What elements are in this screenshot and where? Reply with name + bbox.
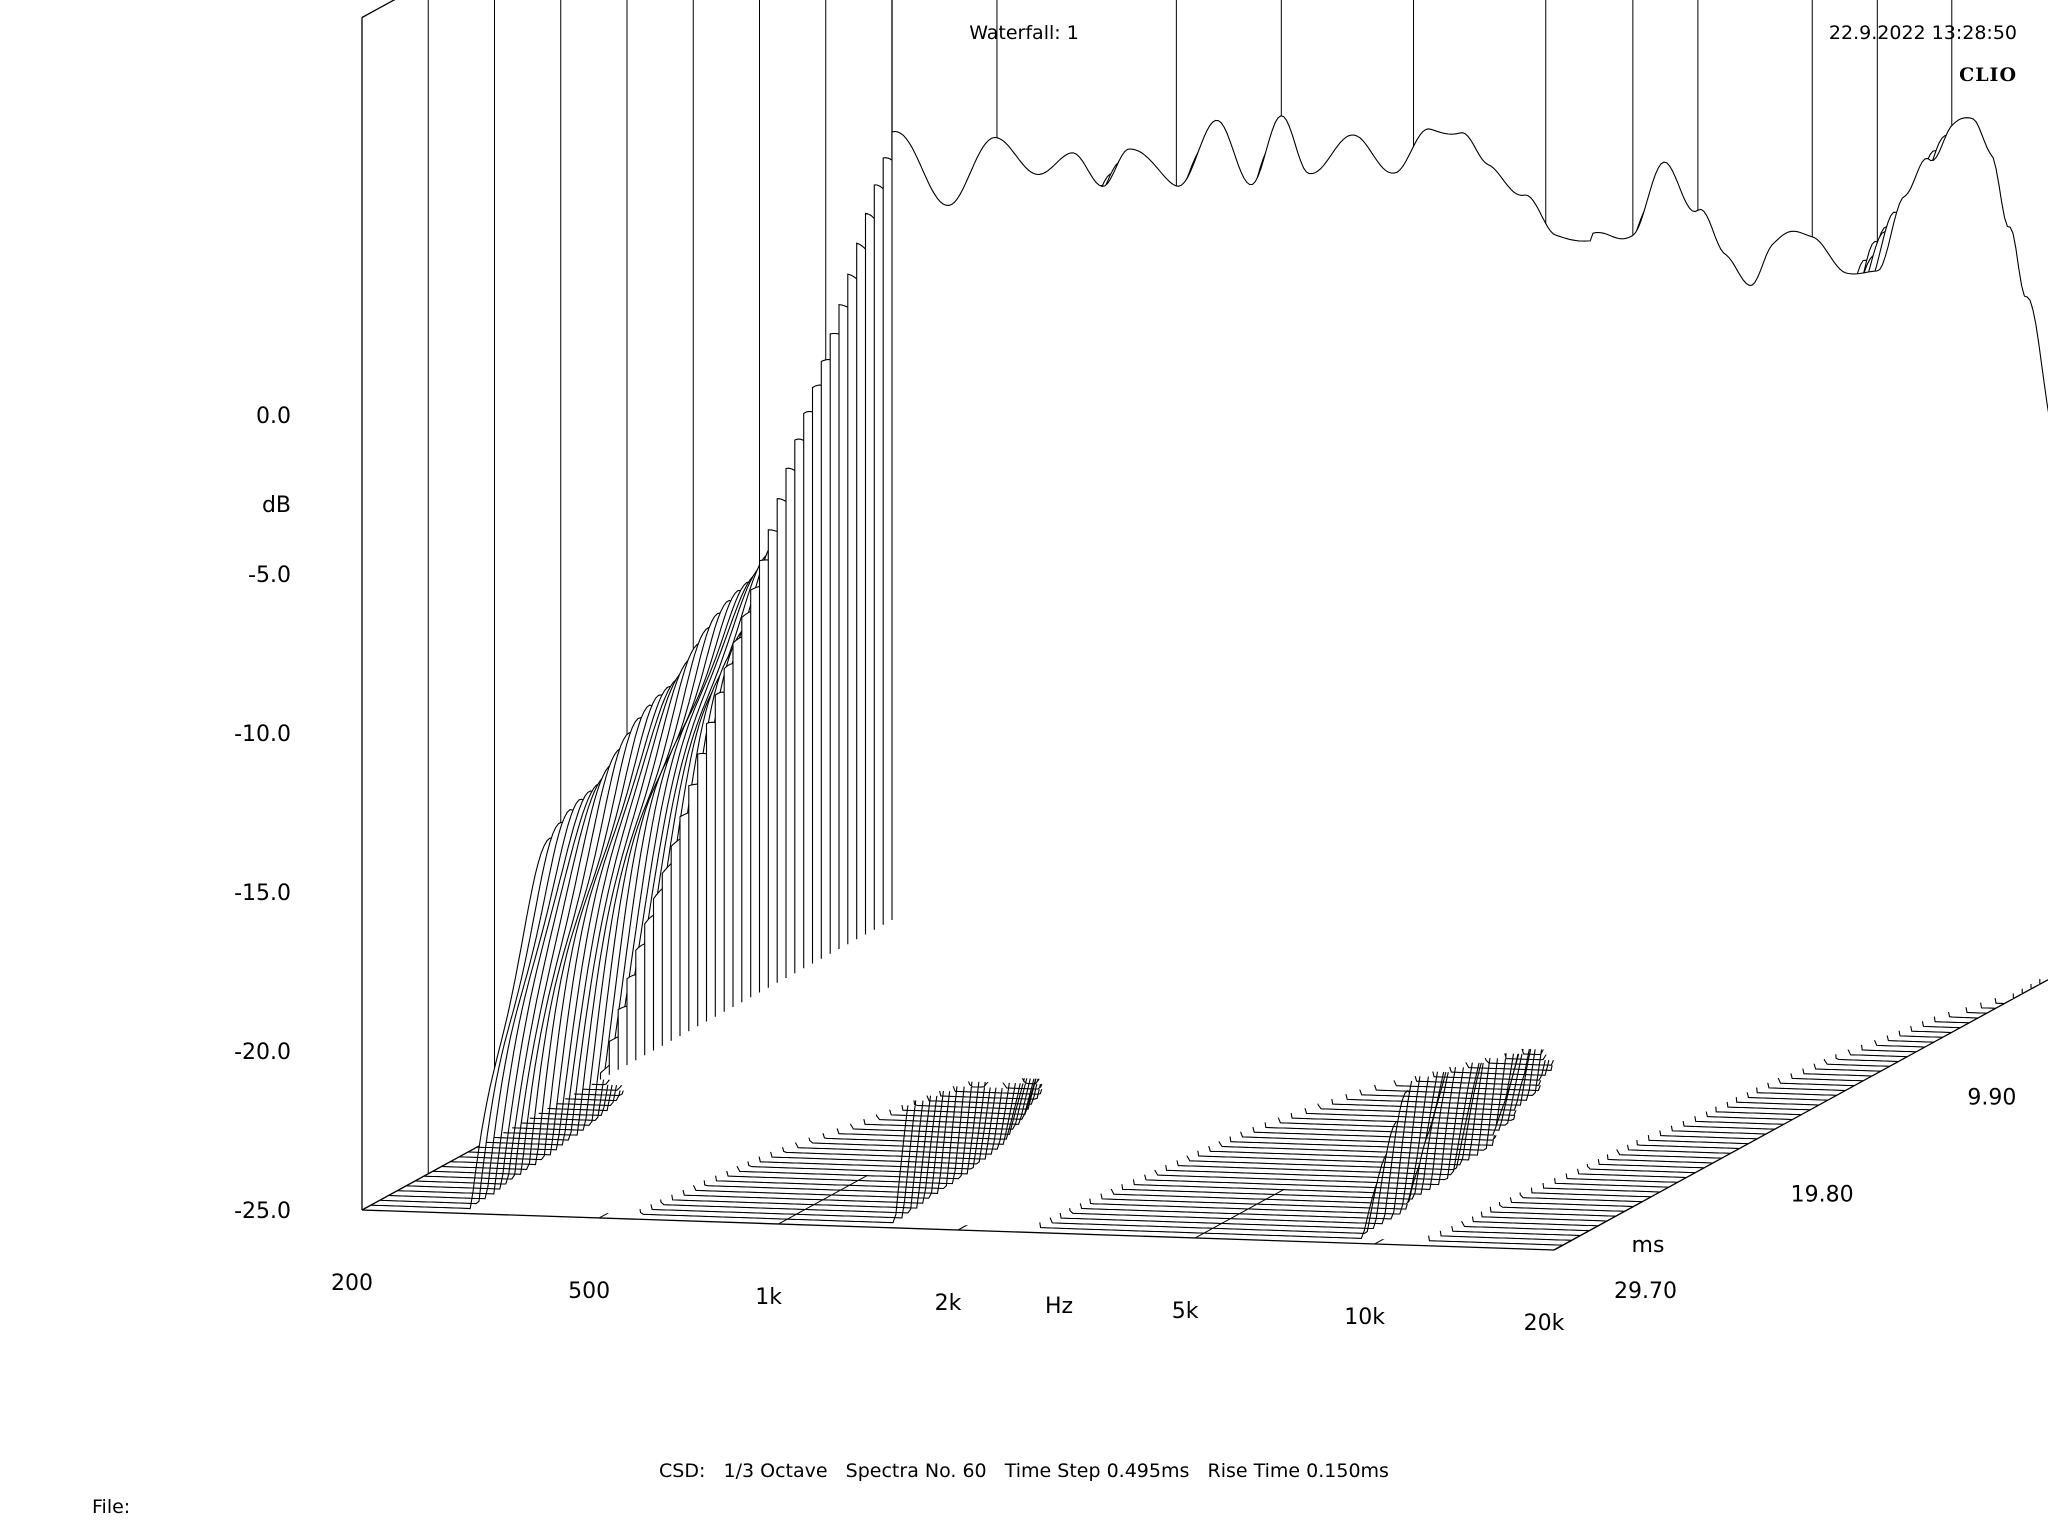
- x-tick-label: 10k: [1344, 1305, 1385, 1330]
- x-tick-label: 5k: [1172, 1299, 1199, 1324]
- z-tick-label: 9.90: [1967, 1086, 2016, 1111]
- z-tick-label: 19.80: [1791, 1182, 1854, 1207]
- brand-logo: CLIO: [1959, 64, 2017, 86]
- file-label: File:: [92, 1496, 131, 1518]
- x-tick-label: 1k: [755, 1285, 782, 1310]
- measurement-info: CSD: 1/3 Octave Spectra No. 60 Time Step…: [659, 1460, 1389, 1482]
- y-tick-label: -5.0: [248, 563, 291, 588]
- y-tick-label: -10.0: [234, 722, 291, 747]
- page-title: Waterfall: 1: [969, 22, 1079, 44]
- z-axis-label: ms: [1632, 1233, 1665, 1258]
- x-tick-label: 20k: [1524, 1311, 1565, 1336]
- floor-gridline: [1553, 1200, 1644, 1251]
- x-axis-label: Hz: [1045, 1294, 1073, 1319]
- y-tick-label: -20.0: [234, 1040, 291, 1065]
- spectra-curves: [370, 115, 2048, 1246]
- y-tick-label: 0.0: [256, 404, 291, 429]
- x-tick-label: 200: [331, 1271, 373, 1296]
- y-tick-label: -25.0: [234, 1199, 291, 1224]
- timestamp: 22.9.2022 13:28:50: [1828, 22, 2017, 44]
- axis-tick-labels: 0.0 -5.0 -10.0 -15.0 -20.0 -25.0 200 500 1k 2k 5k 1…: [234, 404, 2016, 1336]
- x-tick-label: 500: [568, 1279, 610, 1304]
- z-tick-label: 29.70: [1614, 1279, 1677, 1304]
- spectrum-line-0: [891, 115, 2048, 959]
- y-tick-label: -15.0: [234, 881, 291, 906]
- y-axis-label: dB: [262, 493, 291, 518]
- x-tick-label: 2k: [935, 1291, 962, 1316]
